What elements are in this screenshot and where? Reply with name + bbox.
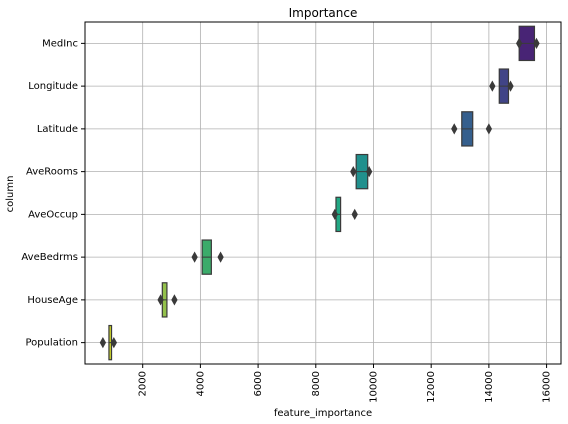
x-tick-label: 6000 (253, 371, 264, 396)
outlier-marker (217, 251, 224, 263)
outlier-marker (110, 337, 117, 349)
boxen-averooms (350, 153, 373, 190)
boxen-population (99, 324, 117, 361)
outlier-marker (485, 123, 493, 135)
outlier-marker (507, 80, 514, 92)
boxen-medinc (516, 25, 540, 62)
outlier-marker (331, 208, 338, 220)
boxen-avebedrms (191, 239, 224, 275)
y-tick-label: AveRooms (26, 167, 78, 178)
y-tick-label: HouseAge (27, 295, 78, 306)
y-ticks-layer: MedInc Longitude Latitude AveRooms AveOccup A… (21, 38, 85, 349)
y-tick-label: AveBedrms (21, 252, 78, 263)
boxes-layer (99, 25, 540, 361)
x-tick-label: 2000 (138, 371, 149, 396)
outlier-marker (171, 294, 178, 306)
x-axis-title: feature_importance (274, 408, 372, 419)
boxen-aveoccup (331, 196, 358, 233)
y-tick-label: MedInc (42, 38, 78, 49)
y-tick-label: AveOccup (28, 209, 78, 220)
grid-layer (85, 22, 561, 364)
x-tick-label: 8000 (311, 371, 322, 396)
x-tick-label: 4000 (195, 371, 206, 396)
outlier-marker (350, 166, 357, 178)
chart-title: Importance (289, 6, 358, 20)
y-tick-label: Population (25, 338, 78, 349)
boxen-houseage (157, 282, 178, 318)
outlier-marker (157, 294, 164, 306)
outlier-marker (489, 80, 496, 92)
outlier-marker (351, 208, 358, 220)
outlier-marker (366, 166, 373, 178)
x-tick-label: 16000 (542, 371, 553, 403)
outlier-marker (451, 123, 458, 135)
outlier-marker (191, 251, 198, 263)
plot-frame (84, 21, 562, 365)
boxen-longitude (489, 68, 514, 104)
x-ticks-layer: 2000 4000 6000 8000 10000 12000 14000 16000 (138, 364, 553, 403)
y-tick-label: Longitude (28, 81, 78, 92)
y-tick-label: Latitude (37, 124, 78, 135)
x-tick-label: 14000 (484, 371, 495, 403)
boxen-latitude (451, 111, 493, 147)
outlier-marker (516, 37, 523, 49)
x-tick-label: 10000 (368, 371, 379, 403)
y-axis-title: column (5, 176, 16, 213)
x-tick-label: 12000 (426, 371, 437, 403)
outlier-marker (99, 337, 107, 349)
outlier-marker (533, 37, 540, 49)
